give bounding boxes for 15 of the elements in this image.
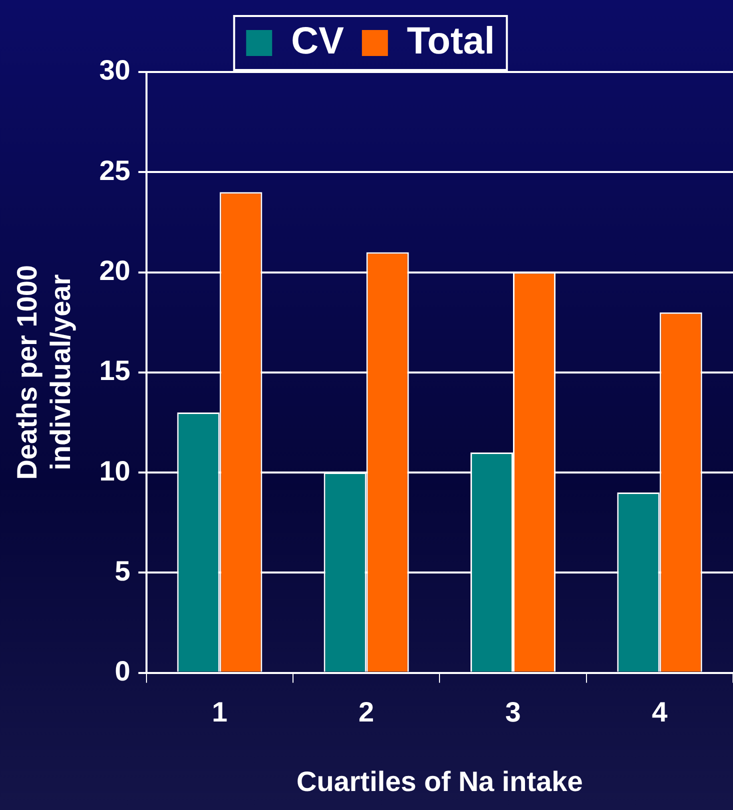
x-tick-label: 4	[652, 696, 668, 728]
x-tick-label: 2	[358, 696, 374, 728]
y-tick-label: 5	[114, 555, 130, 586]
x-axis-title: Cuartiles of Na intake	[296, 766, 583, 797]
y-tick-label: 25	[99, 154, 130, 186]
x-tick-label: 1	[212, 696, 228, 728]
y-tick-label: 30	[99, 54, 130, 86]
y-tick-label: 15	[99, 355, 130, 386]
legend-label: Total	[406, 20, 495, 62]
y-tick-label: 10	[99, 455, 130, 486]
y-axis-title: Deaths per 1000 individual/year	[12, 265, 76, 480]
x-tick-label: 3	[505, 696, 521, 728]
y-tick-label: 0	[114, 656, 130, 687]
y-tick-label: 20	[99, 254, 130, 286]
legend-label: CV	[291, 20, 345, 62]
